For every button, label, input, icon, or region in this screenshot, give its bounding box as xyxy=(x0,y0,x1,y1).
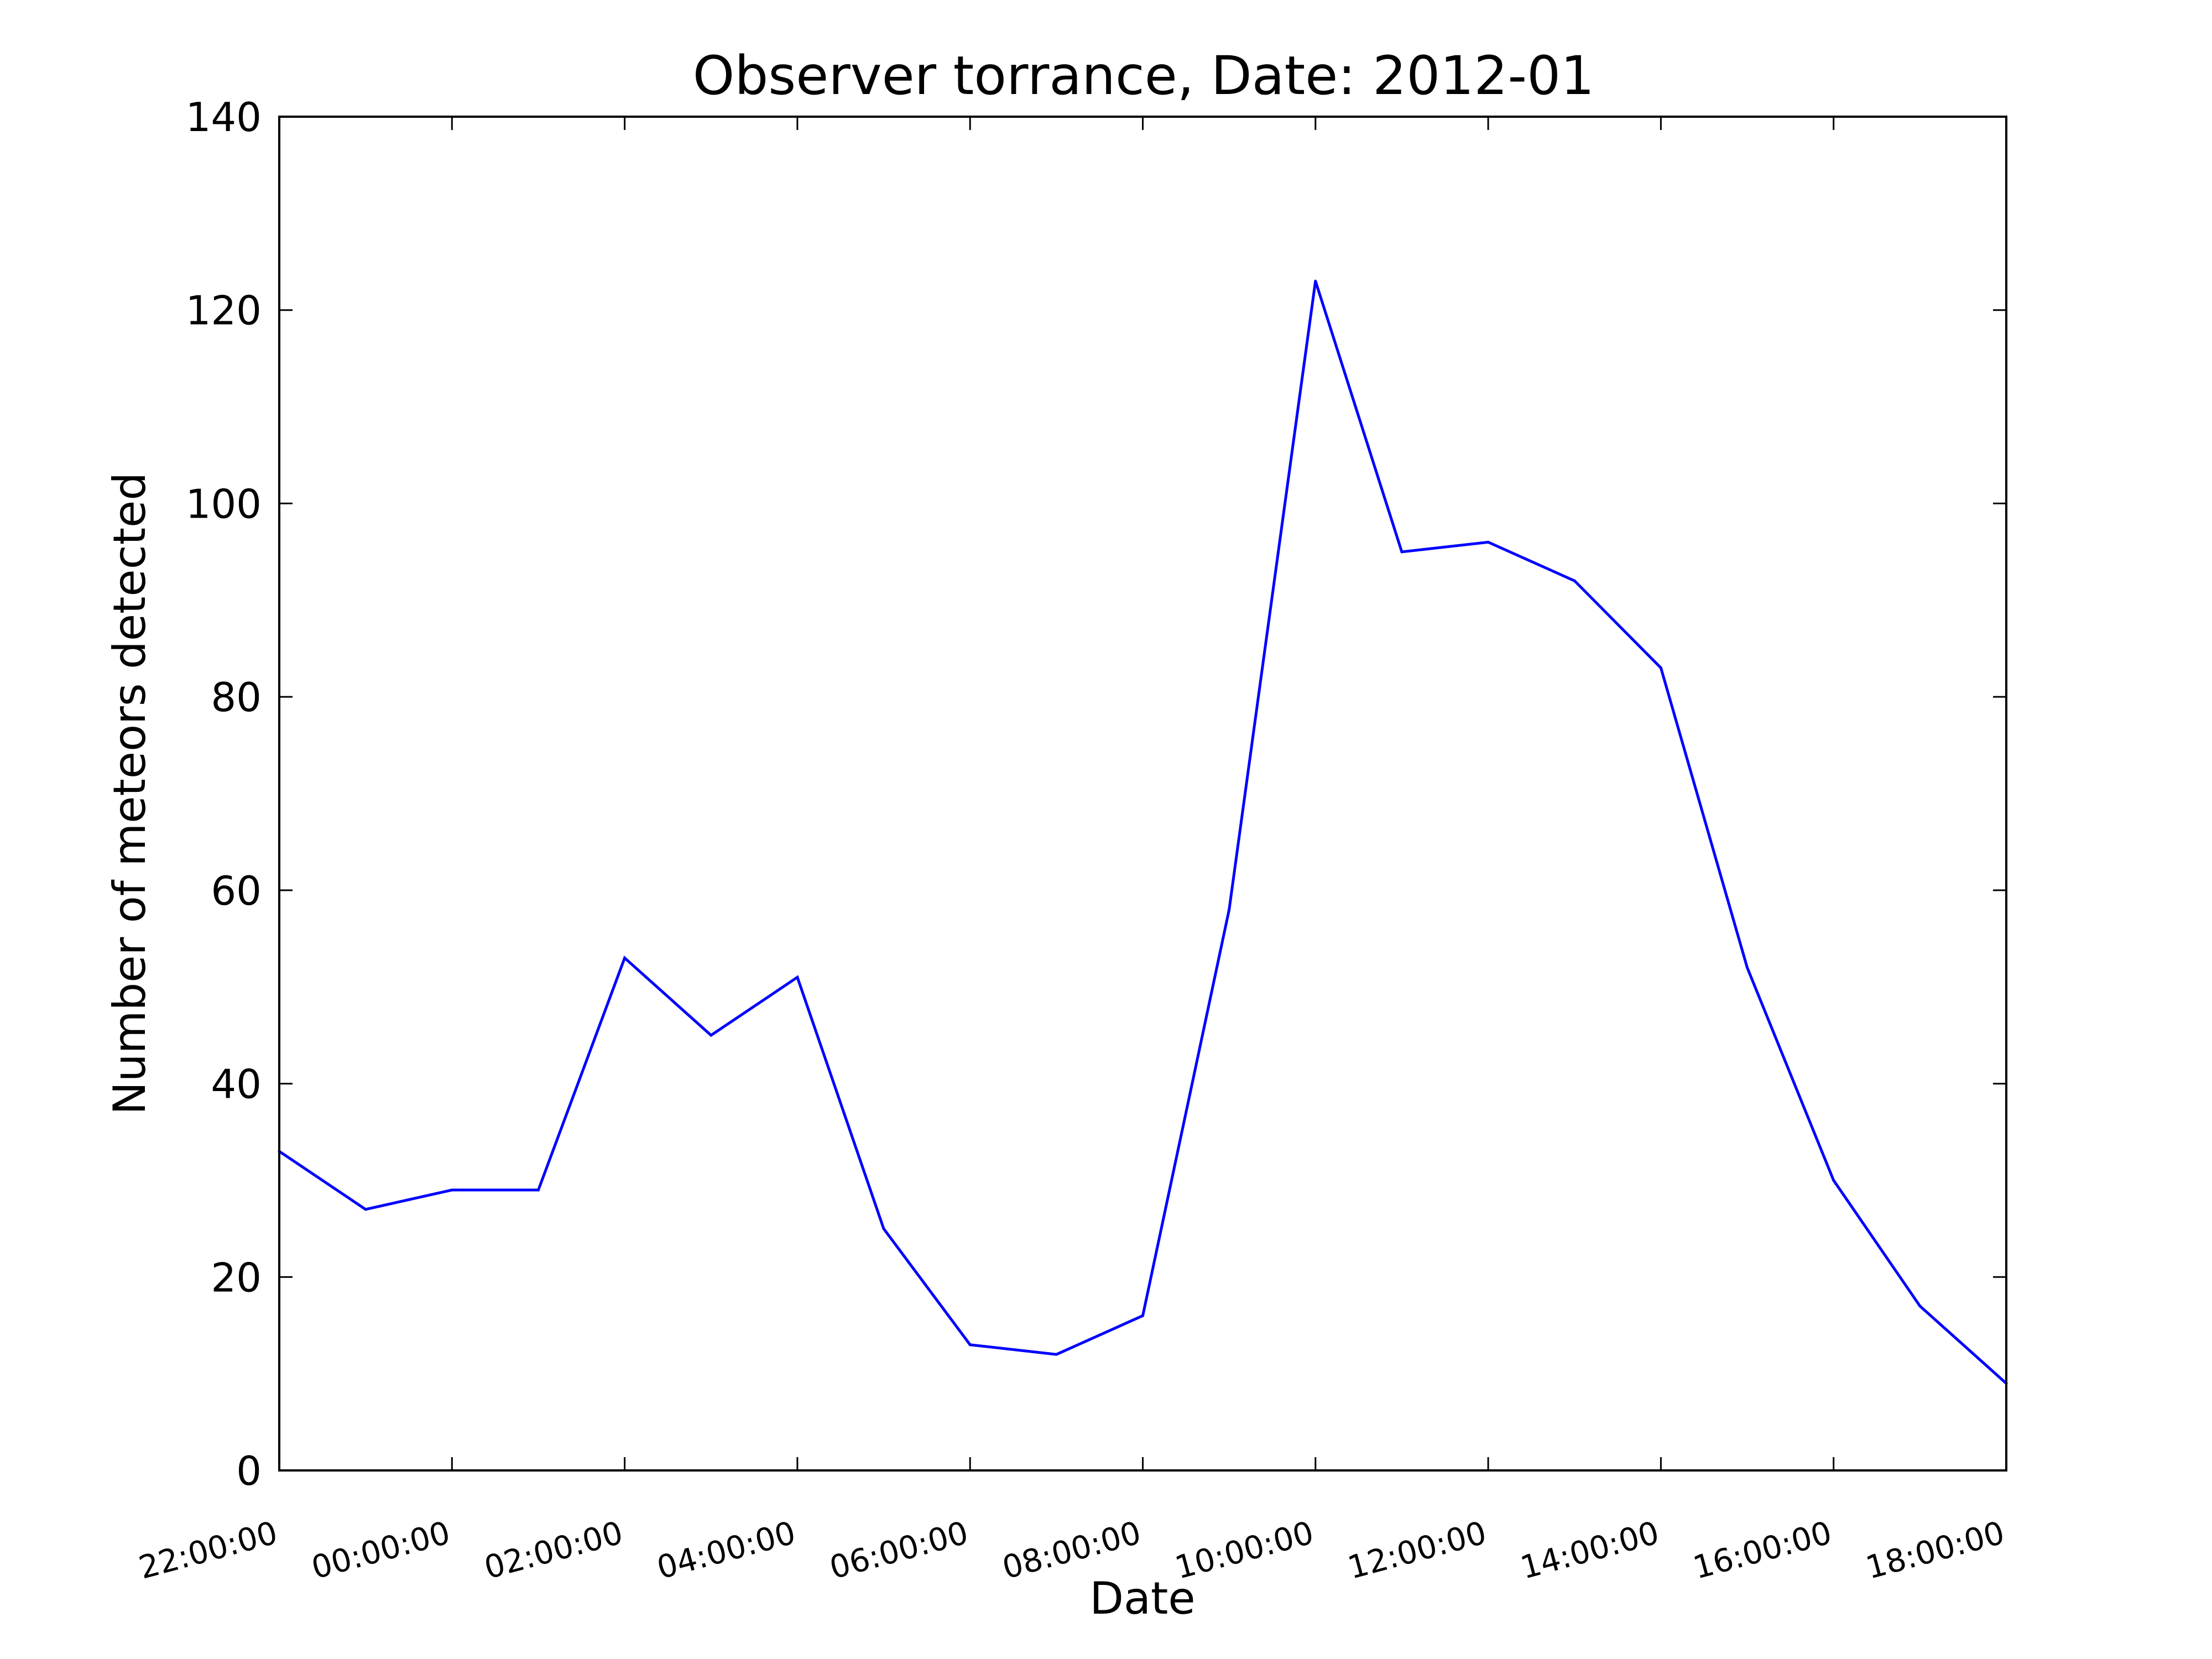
data-point xyxy=(1746,966,1749,969)
data-point xyxy=(1228,908,1231,911)
data-point xyxy=(1918,1305,1922,1308)
data-point xyxy=(623,956,627,959)
data-point xyxy=(1486,540,1490,544)
data-point xyxy=(364,1208,367,1211)
data-point xyxy=(1400,550,1404,554)
data-point xyxy=(1055,1353,1058,1356)
data-point xyxy=(882,1227,885,1230)
data-point xyxy=(1659,666,1662,670)
data-point xyxy=(968,1343,972,1347)
data-point xyxy=(1832,1178,1835,1182)
plot-area xyxy=(279,117,2006,1470)
data-point xyxy=(536,1188,540,1192)
y-tick-label: 140 xyxy=(186,94,262,140)
y-tick-label: 120 xyxy=(186,288,262,334)
chart-title: Observer torrance, Date: 2012-01 xyxy=(693,45,1595,107)
y-tick-label: 60 xyxy=(211,868,262,914)
y-tick-label: 100 xyxy=(186,481,262,527)
y-tick-label: 0 xyxy=(236,1448,262,1494)
y-tick-label: 40 xyxy=(211,1061,262,1108)
plot-frame xyxy=(278,116,2007,1472)
data-point xyxy=(450,1188,453,1192)
data-point xyxy=(796,975,799,979)
x-axis-label: Date xyxy=(1089,1573,1195,1624)
y-axis-label: Number of meteors detected xyxy=(104,472,155,1115)
data-point xyxy=(709,1034,713,1037)
y-axis-ticks: 0 20 40 60 80 100 120 140 xyxy=(186,94,2006,1494)
data-point xyxy=(1314,279,1317,283)
y-tick-label: 80 xyxy=(211,674,262,721)
plot-background xyxy=(279,117,2006,1470)
data-point xyxy=(1573,579,1576,582)
y-tick-label: 20 xyxy=(211,1254,262,1301)
data-point xyxy=(1141,1314,1144,1317)
